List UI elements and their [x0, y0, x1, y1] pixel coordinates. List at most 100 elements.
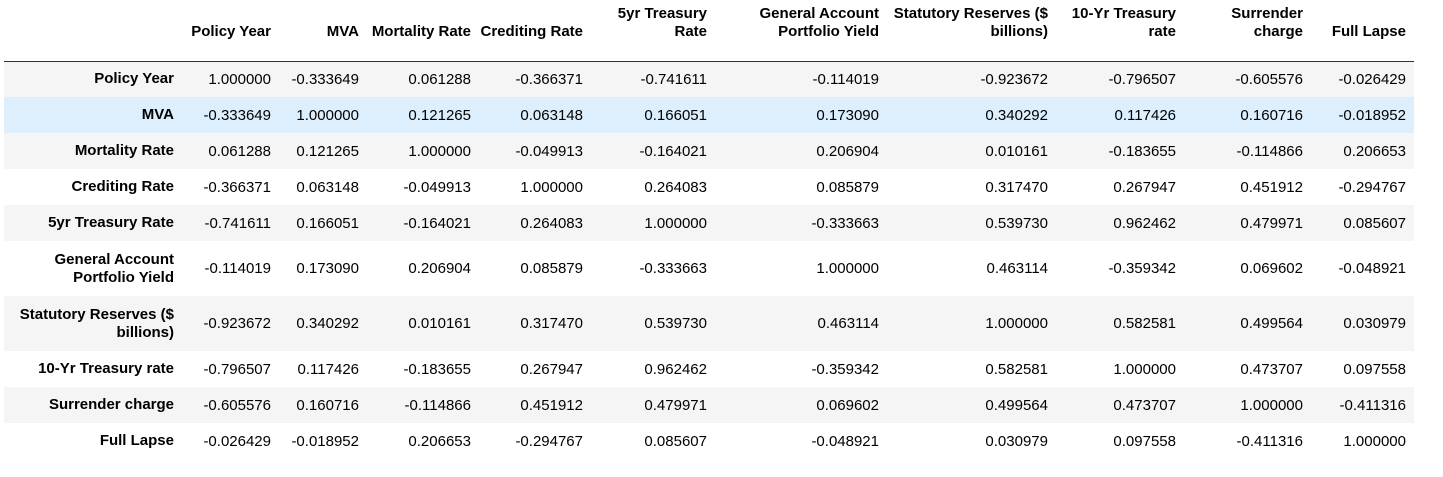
table-cell: 1.000000 [408, 142, 471, 160]
table-cell: 1.000000 [816, 260, 879, 277]
table-cell: 0.010161 [985, 142, 1048, 160]
table-cell: 0.160716 [1240, 106, 1303, 124]
table-cell: -0.359342 [1108, 260, 1176, 277]
column-header: 10-Yr Treasury rate [1056, 0, 1184, 62]
table-cell: 0.069602 [816, 396, 879, 414]
table-cell: -0.183655 [403, 360, 471, 378]
table-cell: -0.294767 [1338, 178, 1406, 196]
table-cell: -0.114019 [204, 260, 271, 277]
table-cell: -0.164021 [403, 214, 471, 232]
table-cell: -0.026429 [203, 432, 271, 450]
table-cell: -0.183655 [1108, 142, 1176, 160]
column-header: Policy Year [182, 0, 279, 62]
table-cell: 0.166051 [644, 106, 707, 124]
table-cell: 0.085607 [1343, 214, 1406, 232]
table-cell: 0.463114 [986, 260, 1048, 277]
table-cell: 0.206904 [408, 260, 471, 277]
table-cell: -0.294767 [515, 432, 583, 450]
column-header: MVA [279, 0, 367, 62]
table-cell: 0.085607 [644, 432, 707, 450]
row-header: 5yr Treasury Rate [48, 214, 174, 231]
table-cell: 0.206904 [816, 142, 879, 160]
table-cell: 0.463114 [817, 315, 879, 332]
table-cell: -0.605576 [1235, 70, 1303, 88]
column-header: 5yr Treasury Rate [591, 0, 715, 62]
table-cell: 0.340292 [296, 315, 359, 332]
table-cell: 0.085879 [520, 260, 583, 277]
table-row-hovered: MVA -0.333649 1.000000 0.121265 0.063148… [4, 97, 1414, 133]
table-cell: 1.000000 [1343, 432, 1406, 450]
table-cell: 0.117426 [297, 360, 359, 378]
column-header: Mortality Rate [367, 0, 479, 62]
table-row: Crediting Rate -0.366371 0.063148 -0.049… [4, 169, 1414, 205]
table-cell: 1.000000 [644, 214, 707, 232]
table-cell: 0.206653 [1343, 142, 1406, 160]
table-cell: 0.061288 [408, 70, 471, 88]
table-cell: 0.206653 [408, 432, 471, 450]
table-cell: 0.539730 [985, 214, 1048, 232]
column-header: Surrender charge [1184, 0, 1311, 62]
table-cell: 0.962462 [644, 360, 707, 378]
table-cell: 0.069602 [1240, 260, 1303, 277]
column-header: Full Lapse [1311, 0, 1414, 62]
table-cell: 0.539730 [644, 315, 707, 332]
table-cell: 0.264083 [644, 178, 707, 196]
table-cell: 0.317470 [985, 178, 1048, 196]
table-row: 10-Yr Treasury rate -0.796507 0.117426 -… [4, 351, 1414, 387]
table-cell: -0.411316 [1236, 432, 1303, 450]
table-cell: -0.923672 [203, 315, 271, 332]
table-cell: -0.164021 [639, 142, 707, 160]
table-cell: 0.499564 [985, 396, 1048, 414]
table-cell: 0.010161 [408, 315, 471, 332]
dataframe-output: Policy Year MVA Mortality Rate Crediting… [4, 0, 1414, 459]
table-cell: 1.000000 [1113, 360, 1176, 378]
table-cell: 0.479971 [644, 396, 707, 414]
row-header: Full Lapse [99, 432, 174, 449]
table-cell: 0.097558 [1113, 432, 1176, 450]
table-cell: 0.097558 [1343, 360, 1406, 378]
table-cell: 0.340292 [985, 106, 1048, 124]
table-cell: 0.030979 [985, 432, 1048, 450]
table-row: Surrender charge -0.605576 0.160716 -0.1… [4, 387, 1414, 423]
table-row: Policy Year 1.000000 -0.333649 0.061288 … [4, 61, 1414, 97]
table-cell: 0.160716 [296, 396, 359, 414]
table-cell: 1.000000 [208, 70, 271, 88]
table-cell: -0.796507 [203, 360, 271, 378]
row-header: Statutory Reserves ($ billions) [19, 305, 174, 341]
row-header: Crediting Rate [71, 178, 174, 195]
row-header: 10-Yr Treasury rate [38, 360, 174, 377]
table-cell: -0.026429 [1338, 70, 1406, 88]
table-cell: 0.121265 [408, 106, 471, 124]
table-cell: -0.048921 [811, 432, 879, 450]
table-cell: -0.411316 [1339, 396, 1406, 414]
table-cell: 0.173090 [816, 106, 879, 124]
table-cell: -0.923672 [980, 70, 1048, 88]
table-cell: -0.366371 [515, 70, 583, 88]
row-header: MVA [141, 106, 174, 123]
table-cell: -0.048921 [1338, 260, 1406, 277]
table-cell: -0.049913 [515, 142, 583, 160]
header-corner [4, 0, 182, 62]
table-cell: -0.605576 [203, 396, 271, 414]
table-cell: 0.267947 [520, 360, 583, 378]
table-cell: -0.796507 [1108, 70, 1176, 88]
table-cell: 0.451912 [1240, 178, 1303, 196]
column-header: Statutory Reserves ($ billions) [887, 0, 1056, 62]
table-cell: 0.030979 [1343, 315, 1406, 332]
table-row: Full Lapse -0.026429 -0.018952 0.206653 … [4, 423, 1414, 459]
table-cell: -0.741611 [640, 70, 707, 88]
table-cell: -0.333649 [291, 70, 359, 88]
table-cell: -0.018952 [291, 432, 359, 450]
table-cell: 1.000000 [985, 315, 1048, 332]
table-cell: -0.741611 [204, 214, 271, 232]
table-row: Mortality Rate 0.061288 0.121265 1.00000… [4, 133, 1414, 169]
table-row: Statutory Reserves ($ billions) -0.92367… [4, 296, 1414, 351]
table-cell: 0.264083 [520, 214, 583, 232]
table-cell: -0.366371 [203, 178, 271, 196]
table-cell: 0.061288 [208, 142, 271, 160]
header-row: Policy Year MVA Mortality Rate Crediting… [4, 0, 1414, 62]
table-cell: 0.085879 [816, 178, 879, 196]
row-header: Surrender charge [48, 396, 174, 413]
table-cell: 0.473707 [1240, 360, 1303, 378]
table-cell: 1.000000 [1240, 396, 1303, 414]
